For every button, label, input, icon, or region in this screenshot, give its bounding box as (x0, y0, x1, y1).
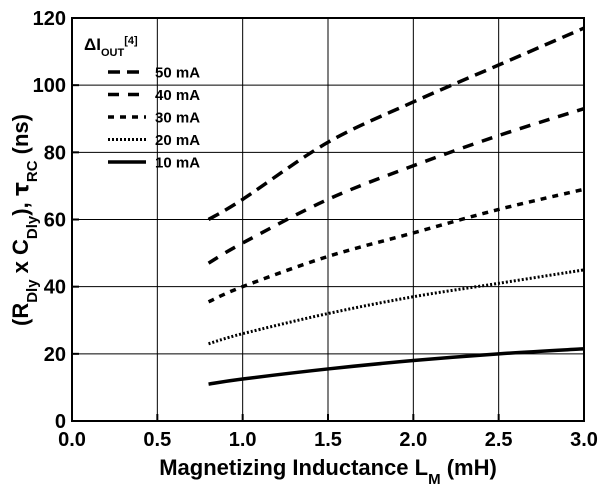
y-tick-label: 40 (44, 277, 66, 299)
legend-label: 40 mA (155, 87, 200, 104)
tick-marks (71, 17, 585, 422)
x-tick-label: 1.5 (314, 429, 342, 451)
series-line-40-ma (207, 107, 585, 265)
x-axis-title: Magnetizing Inductance LM (mH) (159, 455, 497, 487)
series-line-20-ma (208, 268, 585, 346)
legend-label: 10 mA (155, 155, 200, 172)
series-line-50-ma (207, 26, 585, 222)
series-line-30-ma (207, 187, 585, 304)
x-tick-label: 2.5 (485, 429, 513, 451)
series-lines (207, 26, 585, 386)
legend: ΔIOUT[4] 50 mA 40 mA 30 mA 20 mA 10 mA (84, 35, 200, 172)
x-tick-label: 3.0 (570, 429, 598, 451)
x-tick-label: 2.0 (399, 429, 427, 451)
y-tick-label: 100 (33, 75, 66, 97)
y-tick-label: 120 (33, 8, 66, 30)
x-tick-label: 0.5 (143, 429, 171, 451)
y-tick-label: 60 (44, 210, 66, 232)
y-tick-label: 80 (44, 142, 66, 164)
legend-label: 20 mA (155, 132, 200, 149)
x-tick-label: 0.0 (58, 429, 86, 451)
y-tick-label: 20 (44, 344, 66, 366)
y-tick-labels: 0 20 40 60 80 100 120 (33, 8, 66, 433)
legend-label: 50 mA (155, 65, 200, 82)
y-tick-label: 0 (55, 411, 66, 433)
legend-label: 30 mA (155, 110, 200, 127)
x-tick-label: 1.0 (229, 429, 257, 451)
series-line-10-ma (208, 347, 585, 386)
y-axis-title: (RDly x CDly), τRC (ns) (8, 114, 41, 326)
grid-lines (72, 18, 584, 421)
x-tick-labels: 0.0 0.5 1.0 1.5 2.0 2.5 3.0 (58, 429, 598, 451)
legend-title: ΔIOUT[4] (84, 35, 138, 59)
